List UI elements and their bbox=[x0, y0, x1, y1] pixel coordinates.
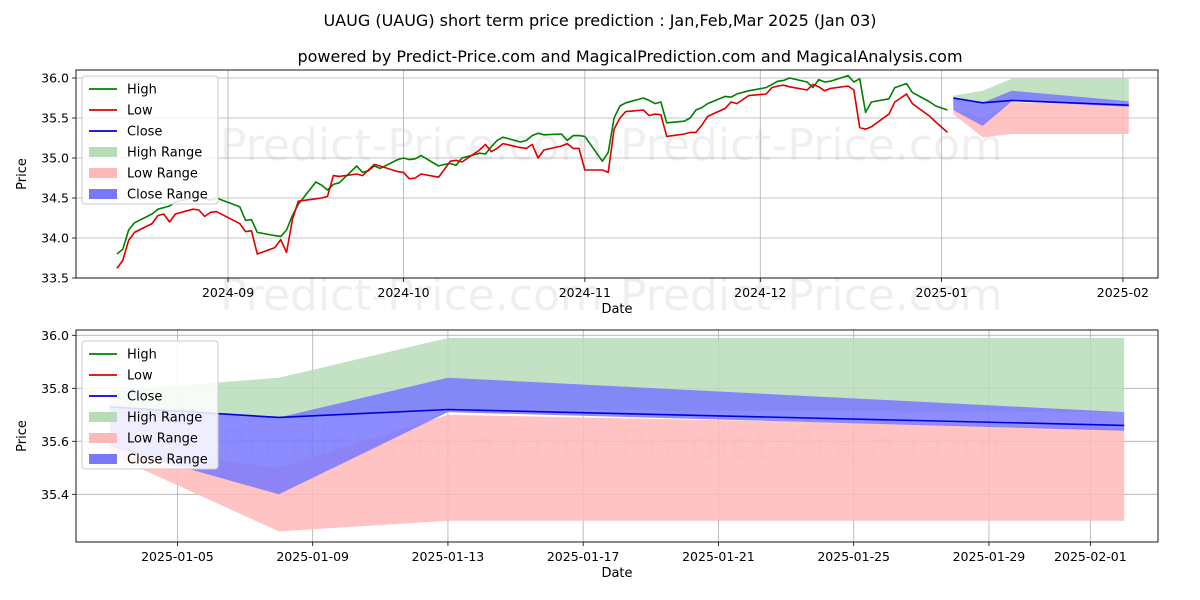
y-tick-label: 35.5 bbox=[41, 111, 69, 126]
plot-frame bbox=[75, 329, 1159, 543]
watermark-text: Predict-Price.com bbox=[220, 270, 603, 321]
legend: High Low Close High Range Low Range Close Ran… bbox=[81, 340, 219, 470]
y-tick-label: 33.5 bbox=[41, 271, 69, 286]
legend-swatch-low-range bbox=[89, 168, 117, 178]
legend-label-low-range: Low Range bbox=[127, 167, 198, 182]
close-range-band bbox=[109, 377, 1125, 495]
legend-label-low: Low bbox=[127, 369, 153, 384]
legend-label-high: High bbox=[127, 83, 157, 98]
legend-label-close-range: Close Range bbox=[127, 188, 208, 203]
x-tick-label: 2025-01-21 bbox=[682, 549, 755, 564]
main-history-panel: Predict-Price.com Predict-Price.com Predic… bbox=[15, 69, 1159, 321]
x-tick-label: 2024-09 bbox=[202, 285, 254, 300]
x-tick-label: 2025-01-29 bbox=[953, 549, 1026, 564]
y-tick-label: 34.5 bbox=[41, 191, 69, 206]
legend-label-close: Close bbox=[127, 125, 162, 140]
plot-frame bbox=[75, 69, 1159, 279]
x-tick-label: 2024-10 bbox=[377, 285, 429, 300]
close-line bbox=[953, 97, 1129, 106]
legend-label-high-range: High Range bbox=[127, 411, 202, 426]
y-axis-label: Price bbox=[15, 158, 30, 190]
x-tick-label: 2025-01 bbox=[915, 285, 967, 300]
y-axis-label: Price bbox=[15, 420, 30, 452]
watermark-text: Predict-Price.com bbox=[220, 120, 603, 171]
legend-label-close-range: Close Range bbox=[127, 453, 208, 468]
legend-label-high: High bbox=[127, 348, 157, 363]
x-axis-label: Date bbox=[601, 566, 632, 581]
y-tick-label: 35.0 bbox=[41, 151, 69, 166]
chart-title: UAUG (UAUG) short term price prediction … bbox=[323, 11, 876, 30]
x-axis-label: Date bbox=[601, 302, 632, 317]
x-tick-label: 2024-12 bbox=[734, 285, 786, 300]
legend-label-low-range: Low Range bbox=[127, 432, 198, 447]
x-tick-label: 2025-01-05 bbox=[141, 549, 214, 564]
watermark-text: Predict-Price.com bbox=[620, 270, 1003, 321]
x-tick-label: 2024-11 bbox=[559, 285, 611, 300]
legend-label-low: Low bbox=[127, 104, 153, 119]
watermark-text: Predict-Price.com bbox=[620, 120, 1003, 171]
close-range-band bbox=[953, 90, 1129, 126]
legend-swatch-high-range bbox=[89, 412, 117, 422]
high-line bbox=[116, 74, 948, 255]
legend: High Low Close High Range Low Range Close Ran… bbox=[81, 75, 219, 205]
x-tick-label: 2025-02 bbox=[1097, 285, 1149, 300]
legend-swatch-close-range bbox=[89, 189, 117, 199]
legend-label-close: Close bbox=[127, 390, 162, 405]
x-tick-label: 2025-02-01 bbox=[1054, 549, 1127, 564]
legend-swatch-close-range bbox=[89, 454, 117, 464]
x-tick-label: 2025-01-17 bbox=[547, 549, 620, 564]
y-tick-label: 34.0 bbox=[41, 231, 69, 246]
legend-label-high-range: High Range bbox=[127, 146, 202, 161]
y-tick-label: 36.0 bbox=[41, 71, 69, 86]
x-tick-label: 2025-01-25 bbox=[817, 549, 890, 564]
forecast-detail-panel: Predict-Price.comPredict-Price.com2025-0… bbox=[15, 328, 1159, 581]
y-tick-label: 35.4 bbox=[41, 487, 69, 502]
low-line bbox=[116, 83, 948, 269]
x-tick-label: 2025-01-13 bbox=[412, 549, 485, 564]
y-tick-label: 35.8 bbox=[41, 381, 69, 396]
legend-swatch-low-range bbox=[89, 433, 117, 443]
y-tick-label: 36.0 bbox=[41, 328, 69, 343]
y-tick-label: 35.6 bbox=[41, 434, 69, 449]
chart-subtitle: powered by Predict-Price.com and Magical… bbox=[297, 47, 962, 66]
legend-swatch-high-range bbox=[89, 147, 117, 157]
x-tick-label: 2025-01-09 bbox=[276, 549, 349, 564]
